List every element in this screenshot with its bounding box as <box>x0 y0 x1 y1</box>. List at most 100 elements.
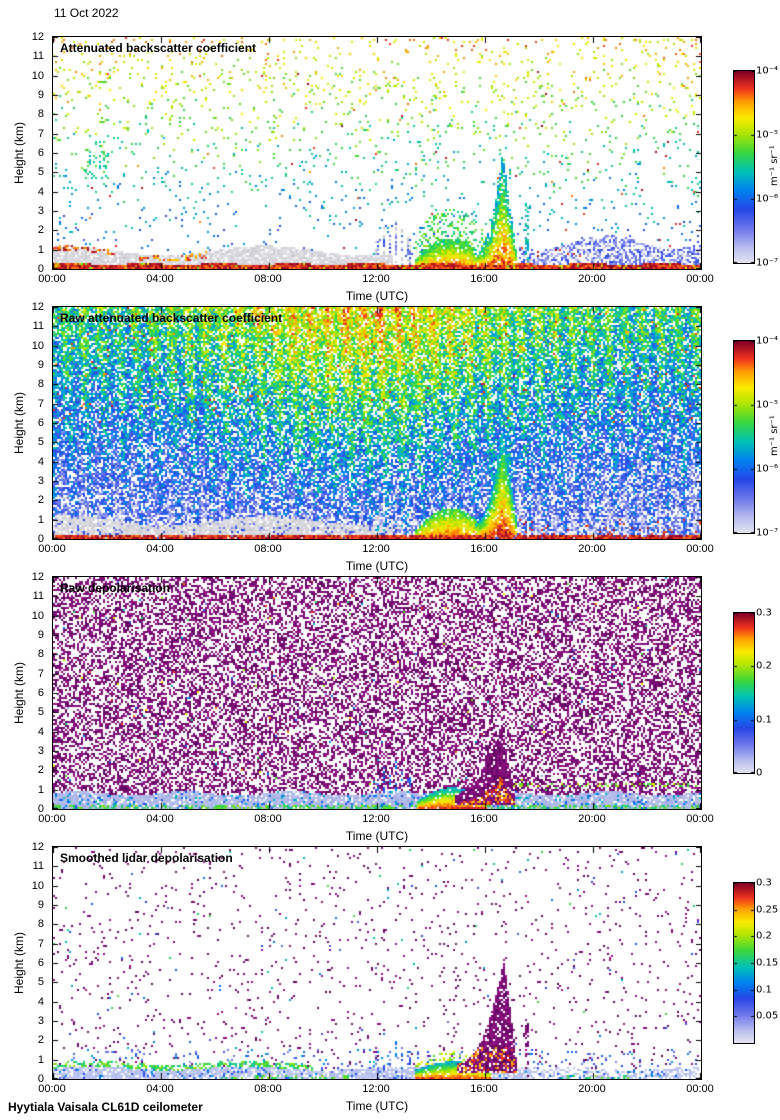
colorbar-tick-label: 0.3 <box>756 877 772 889</box>
x-tick-label: 16:00 <box>470 813 498 825</box>
colorbar-tick-label: 0.15 <box>756 957 779 969</box>
x-tick-label: 08:00 <box>254 1083 282 1095</box>
y-tick-label: 4 <box>37 185 44 198</box>
plot-title: Smoothed lidar depolarisation <box>60 851 233 865</box>
x-tick-label: 08:00 <box>254 273 282 285</box>
y-tick-label: 12 <box>31 841 44 853</box>
y-tick-label: 10 <box>31 69 44 82</box>
y-tick-label: 3 <box>37 205 44 217</box>
x-axis-ticks: 00:00 04:00 08:00 12:00 16:00 20:00 00:00 <box>38 813 714 827</box>
x-tick-label: 00:00 <box>686 1083 714 1095</box>
y-tick-label: 12 <box>31 31 44 43</box>
y-tick-label: 2 <box>37 1034 44 1047</box>
x-tick-label: 00:00 <box>38 1083 66 1095</box>
x-tick-label: 16:00 <box>470 543 498 555</box>
x-axis-ticks: 00:00 04:00 08:00 12:00 16:00 20:00 00:00 <box>38 543 714 557</box>
y-tick-label: 6 <box>37 957 44 969</box>
instrument-footer-label: Hyytiala Vaisala CL61D ceilometer <box>8 1100 203 1114</box>
panel-attenuated-backscatter: Height (km) 0 1 2 3 4 5 6 7 8 9 10 11 12 Attenuated … <box>0 31 780 306</box>
x-axis-label: Time (UTC) <box>345 829 409 843</box>
y-tick-label: 5 <box>37 706 44 719</box>
heatmap-canvas-raw-backscatter <box>52 306 702 540</box>
panel-raw-attenuated-backscatter: Height (km) 0 1 2 3 4 5 6 7 8 9 10 11 12 Raw attenua… <box>0 301 780 576</box>
colorbar-tick-label: 0.2 <box>756 660 772 672</box>
y-tick-label: 0 <box>37 533 44 545</box>
y-tick-label: 0 <box>37 1073 44 1085</box>
x-tick-label: 00:00 <box>38 543 66 555</box>
colorbar-tick-label: 0.1 <box>756 714 772 726</box>
colorbar-ticks: 10⁻⁴ 10⁻⁵ 10⁻⁶ 10⁻⁷ <box>756 36 780 306</box>
colorbar-tick-label: 0.05 <box>756 1010 779 1022</box>
colorbar-unit-label: m⁻¹ sr⁻¹ <box>769 415 780 457</box>
y-tick-label: 7 <box>37 127 44 140</box>
colorbar-tick-label: 10⁻⁷ <box>756 257 779 269</box>
y-tick-label: 11 <box>32 590 44 603</box>
y-tick-label: 12 <box>31 571 44 583</box>
x-tick-label: 16:00 <box>470 273 498 285</box>
colorbar-tick-label: 10⁻⁴ <box>756 65 779 77</box>
x-tick-label: 12:00 <box>362 543 390 555</box>
y-tick-label: 3 <box>37 1015 44 1027</box>
x-tick-label: 20:00 <box>578 1083 606 1095</box>
x-tick-label: 00:00 <box>38 813 66 825</box>
x-tick-label: 08:00 <box>254 813 282 825</box>
x-tick-label: 00:00 <box>686 813 714 825</box>
colorbar-tick-label: 0.2 <box>756 930 772 942</box>
x-axis-label: Time (UTC) <box>345 1099 409 1113</box>
colorbar-tick-label: 0.1 <box>756 984 772 996</box>
y-tick-label: 3 <box>37 745 44 757</box>
y-tick-label: 6 <box>37 687 44 699</box>
x-axis-ticks: 00:00 04:00 08:00 12:00 16:00 20:00 00:00 <box>38 1083 714 1097</box>
colorbar <box>733 882 755 1044</box>
x-tick-label: 04:00 <box>146 1083 174 1095</box>
colorbar-ticks: 0.3 0.25 0.2 0.15 0.1 0.05 <box>756 846 780 1116</box>
y-tick-label: 9 <box>37 629 44 641</box>
x-tick-label: 16:00 <box>470 1083 498 1095</box>
colorbar-tick-label: 0 <box>756 767 763 779</box>
colorbar-tick-label: 10⁻⁵ <box>756 399 779 411</box>
colorbar-tick-label: 10⁻⁶ <box>756 463 779 475</box>
y-tick-label: 8 <box>37 648 44 661</box>
y-tick-label: 7 <box>37 667 44 680</box>
y-tick-label: 9 <box>37 899 44 911</box>
colorbar-tick-label: 10⁻⁷ <box>756 527 779 539</box>
plot-title: Attenuated backscatter coefficient <box>60 41 257 55</box>
y-tick-label: 4 <box>37 455 44 468</box>
x-tick-label: 08:00 <box>254 543 282 555</box>
y-tick-label: 9 <box>37 89 44 101</box>
y-tick-label: 11 <box>32 860 44 873</box>
y-axis-ticks: 0 1 2 3 4 5 6 7 8 9 10 11 12 <box>0 31 46 275</box>
colorbar-ticks: 0.3 0.2 0.1 0 <box>756 576 780 846</box>
y-tick-label: 10 <box>31 879 44 892</box>
y-tick-label: 7 <box>37 937 44 950</box>
y-tick-label: 2 <box>37 494 44 507</box>
x-tick-label: 00:00 <box>38 273 66 285</box>
x-tick-label: 20:00 <box>578 813 606 825</box>
y-axis-ticks: 0 1 2 3 4 5 6 7 8 9 10 11 12 <box>0 301 46 545</box>
y-axis-ticks: 0 1 2 3 4 5 6 7 8 9 10 11 12 <box>0 841 46 1085</box>
heatmap-canvas-attenuated-backscatter <box>52 36 702 270</box>
y-tick-label: 8 <box>37 378 44 391</box>
x-tick-label: 00:00 <box>686 543 714 555</box>
y-tick-label: 5 <box>37 976 44 989</box>
plot-title: Raw attenuated backscatter coefficient <box>60 311 283 325</box>
y-tick-label: 6 <box>37 147 44 159</box>
y-tick-label: 11 <box>32 50 44 63</box>
y-tick-label: 2 <box>37 764 44 777</box>
colorbar <box>733 340 755 534</box>
colorbar-unit-label: m⁻¹ sr⁻¹ <box>769 145 780 187</box>
y-tick-label: 1 <box>37 243 44 256</box>
x-tick-label: 04:00 <box>146 813 174 825</box>
y-tick-label: 10 <box>31 609 44 622</box>
colorbar-tick-label: 10⁻⁵ <box>756 129 779 141</box>
colorbar <box>733 612 755 774</box>
heatmap-canvas-smoothed-depolarisation <box>52 846 702 1080</box>
colorbar-ticks: 10⁻⁴ 10⁻⁵ 10⁻⁶ 10⁻⁷ <box>756 306 780 576</box>
colorbar-tick-label: 10⁻⁴ <box>756 335 779 347</box>
y-tick-label: 7 <box>37 397 44 410</box>
x-axis-label: Time (UTC) <box>345 559 409 573</box>
colorbar <box>733 70 755 264</box>
y-tick-label: 6 <box>37 417 44 429</box>
y-tick-label: 1 <box>37 783 44 796</box>
y-axis-ticks: 0 1 2 3 4 5 6 7 8 9 10 11 12 <box>0 571 46 815</box>
